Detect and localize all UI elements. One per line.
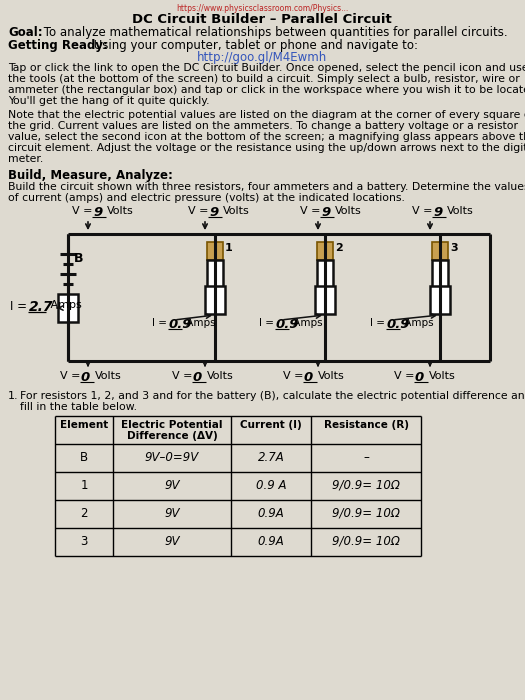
Text: Volts: Volts xyxy=(447,206,474,216)
Bar xyxy=(430,286,450,314)
Text: Goal:: Goal: xyxy=(8,26,43,39)
Text: Amps: Amps xyxy=(183,318,216,328)
Text: value, select the second icon at the bottom of the screen; a magnifying glass ap: value, select the second icon at the bot… xyxy=(8,132,525,142)
Text: Getting Ready:: Getting Ready: xyxy=(8,39,108,52)
Text: fill in the table below.: fill in the table below. xyxy=(20,402,137,412)
Text: ammeter (the rectangular box) and tap or click in the workspace where you wish i: ammeter (the rectangular box) and tap or… xyxy=(8,85,525,95)
Bar xyxy=(58,294,78,322)
Bar xyxy=(432,242,448,260)
Text: 9/0.9= 10Ω: 9/0.9= 10Ω xyxy=(332,535,400,548)
Text: 3: 3 xyxy=(80,535,88,548)
Text: 9V: 9V xyxy=(164,535,180,548)
Text: of current (amps) and electric pressure (volts) at the indicated locations.: of current (amps) and electric pressure … xyxy=(8,193,405,203)
Text: the grid. Current values are listed on the ammeters. To change a battery voltage: the grid. Current values are listed on t… xyxy=(8,121,518,131)
Text: I =: I = xyxy=(259,318,277,328)
Text: Volts: Volts xyxy=(429,371,456,381)
Text: Build the circuit shown with three resistors, four ammeters and a battery. Deter: Build the circuit shown with three resis… xyxy=(8,182,525,192)
Text: 0: 0 xyxy=(304,371,313,384)
Text: 9: 9 xyxy=(93,206,102,219)
Text: 0.9: 0.9 xyxy=(169,318,193,331)
Text: 9: 9 xyxy=(321,206,330,219)
Text: Volts: Volts xyxy=(318,371,345,381)
Text: V =: V = xyxy=(72,206,96,216)
Text: Volts: Volts xyxy=(207,371,234,381)
Text: 0: 0 xyxy=(193,371,202,384)
Text: B: B xyxy=(74,252,83,265)
Text: Tap or click the link to open the DC Circuit Builder. Once opened, select the pe: Tap or click the link to open the DC Cir… xyxy=(8,63,525,73)
Text: Amps: Amps xyxy=(290,318,323,328)
Text: 2: 2 xyxy=(335,243,343,253)
Text: Volts: Volts xyxy=(107,206,134,216)
Bar xyxy=(207,260,223,298)
Bar xyxy=(205,286,225,314)
Text: V =: V = xyxy=(412,206,436,216)
Text: 9/0.9= 10Ω: 9/0.9= 10Ω xyxy=(332,479,400,492)
Text: 9V–0=9V: 9V–0=9V xyxy=(145,451,199,464)
Text: 9V: 9V xyxy=(164,507,180,520)
Text: You'll get the hang of it quite quickly.: You'll get the hang of it quite quickly. xyxy=(8,96,209,106)
Text: I =: I = xyxy=(10,300,31,313)
Text: V =: V = xyxy=(283,371,307,381)
Text: 0: 0 xyxy=(415,371,424,384)
Text: 1.: 1. xyxy=(8,391,18,401)
Text: 2.7A: 2.7A xyxy=(258,451,285,464)
Text: Resistance (R): Resistance (R) xyxy=(323,420,408,430)
Text: –: – xyxy=(363,451,369,464)
Text: circuit element. Adjust the voltage or the resistance using the up/down arrows n: circuit element. Adjust the voltage or t… xyxy=(8,143,525,153)
Text: 9: 9 xyxy=(209,206,218,219)
Text: 0.9: 0.9 xyxy=(276,318,299,331)
Text: Volts: Volts xyxy=(95,371,122,381)
Text: V =: V = xyxy=(172,371,196,381)
Text: https://www.physicsclassroom.com/Physics...: https://www.physicsclassroom.com/Physics… xyxy=(176,4,348,13)
Text: meter.: meter. xyxy=(8,154,43,164)
Text: 2: 2 xyxy=(80,507,88,520)
Text: 9V: 9V xyxy=(164,479,180,492)
Text: Electric Potential: Electric Potential xyxy=(121,420,223,430)
Text: 0.9 A: 0.9 A xyxy=(256,479,286,492)
Text: To analyze mathematical relationships between quantities for parallel circuits.: To analyze mathematical relationships be… xyxy=(40,26,508,39)
Bar xyxy=(317,260,333,298)
Bar xyxy=(315,286,335,314)
Text: V =: V = xyxy=(394,371,418,381)
Text: V =: V = xyxy=(300,206,324,216)
Text: 0.9: 0.9 xyxy=(387,318,411,331)
Text: Element: Element xyxy=(60,420,108,430)
Text: 9: 9 xyxy=(433,206,442,219)
Text: DC Circuit Builder – Parallel Circuit: DC Circuit Builder – Parallel Circuit xyxy=(132,13,392,26)
Text: 0.9A: 0.9A xyxy=(258,535,285,548)
Text: Note that the electric potential values are listed on the diagram at the corner : Note that the electric potential values … xyxy=(8,110,525,120)
Text: Build, Measure, Analyze:: Build, Measure, Analyze: xyxy=(8,169,173,182)
Text: Amps: Amps xyxy=(47,300,82,310)
Bar xyxy=(432,260,448,298)
Text: 3: 3 xyxy=(450,243,458,253)
Text: Volts: Volts xyxy=(335,206,362,216)
Text: 1: 1 xyxy=(80,479,88,492)
Text: 0: 0 xyxy=(81,371,90,384)
Text: the tools (at the bottom of the screen) to build a circuit. Simply select a bulb: the tools (at the bottom of the screen) … xyxy=(8,74,520,84)
Text: I =: I = xyxy=(152,318,170,328)
Text: http://goo.gl/M4Ewmh: http://goo.gl/M4Ewmh xyxy=(197,51,327,64)
Text: Difference (ΔV): Difference (ΔV) xyxy=(127,431,217,441)
Text: 1: 1 xyxy=(225,243,233,253)
Text: For resistors 1, 2, and 3 and for the battery (B), calculate the electric potent: For resistors 1, 2, and 3 and for the ba… xyxy=(20,391,525,401)
Text: Using your computer, tablet or phone and navigate to:: Using your computer, tablet or phone and… xyxy=(90,39,418,52)
Text: V =: V = xyxy=(60,371,84,381)
Bar xyxy=(207,242,223,260)
Text: Volts: Volts xyxy=(223,206,250,216)
Text: 9/0.9= 10Ω: 9/0.9= 10Ω xyxy=(332,507,400,520)
Text: 0.9A: 0.9A xyxy=(258,507,285,520)
Text: I =: I = xyxy=(370,318,388,328)
Text: B: B xyxy=(80,451,88,464)
Text: Current (I): Current (I) xyxy=(240,420,302,430)
Text: Amps: Amps xyxy=(401,318,434,328)
Text: V =: V = xyxy=(188,206,212,216)
Text: 2.7: 2.7 xyxy=(29,300,54,314)
Bar xyxy=(317,242,333,260)
